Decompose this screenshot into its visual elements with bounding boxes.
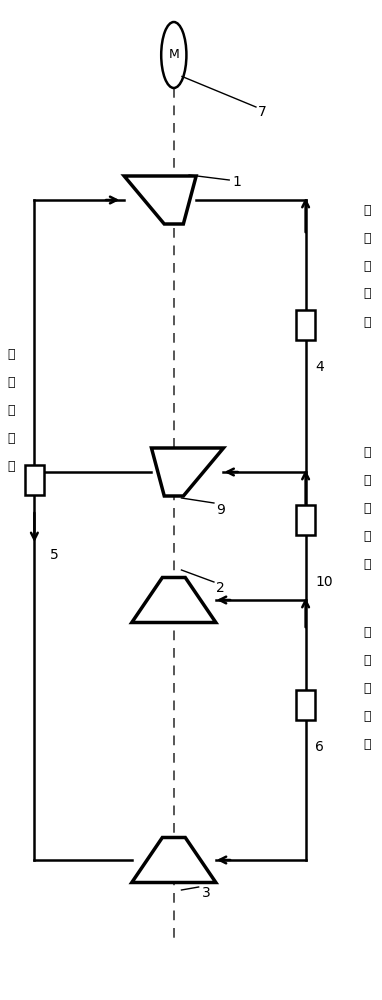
Bar <box>25 465 44 495</box>
Text: 2: 2 <box>216 581 225 595</box>
Text: 温: 温 <box>363 232 371 244</box>
Text: 热: 热 <box>363 501 371 514</box>
Bar <box>296 505 315 535</box>
Text: 高: 高 <box>363 446 371 458</box>
Text: 6: 6 <box>315 740 324 754</box>
Text: 5: 5 <box>50 548 58 562</box>
Text: 4: 4 <box>315 360 324 374</box>
Text: 高: 高 <box>363 204 371 217</box>
Text: 介: 介 <box>363 287 371 300</box>
Text: M: M <box>168 48 179 62</box>
Text: 介: 介 <box>363 530 371 542</box>
Polygon shape <box>132 838 216 882</box>
Text: 热: 热 <box>363 259 371 272</box>
Text: 9: 9 <box>216 503 225 517</box>
Text: 质: 质 <box>363 316 371 328</box>
Text: 热: 热 <box>7 404 15 418</box>
Text: 10: 10 <box>315 575 333 589</box>
Text: 介: 介 <box>363 710 371 722</box>
Text: 温: 温 <box>7 376 15 389</box>
Text: 质: 质 <box>7 460 15 474</box>
Polygon shape <box>132 577 216 622</box>
Bar <box>296 310 315 340</box>
Text: 低: 低 <box>7 349 15 361</box>
Text: 3: 3 <box>202 886 210 900</box>
Bar <box>296 690 315 720</box>
Polygon shape <box>151 448 223 496</box>
Text: 热: 热 <box>363 682 371 694</box>
Text: 加: 加 <box>363 654 371 667</box>
Text: 7: 7 <box>258 105 267 119</box>
Polygon shape <box>124 176 196 224</box>
Text: 温: 温 <box>363 474 371 487</box>
Text: 介: 介 <box>7 432 15 446</box>
Text: 质: 质 <box>363 557 371 570</box>
Text: 质: 质 <box>363 738 371 750</box>
Text: 1: 1 <box>232 175 241 189</box>
Text: 被: 被 <box>363 626 371 639</box>
